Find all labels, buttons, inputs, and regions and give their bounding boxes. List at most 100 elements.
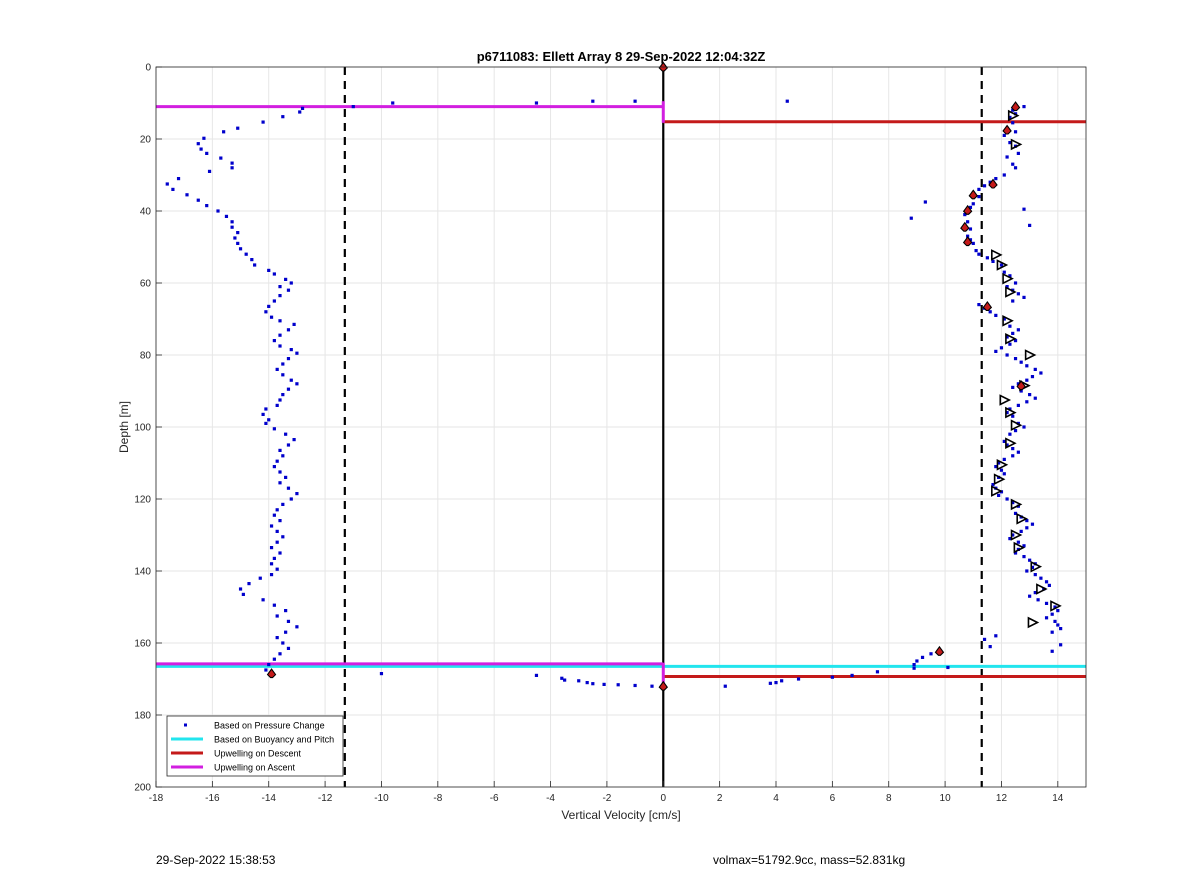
pressure-point-ascent [278, 344, 282, 348]
direction-triangle [1002, 272, 1014, 285]
y-tick-label: 80 [140, 351, 152, 362]
pressure-point-ascent [275, 403, 279, 407]
pressure-point-descent [1005, 443, 1009, 447]
pressure-point-descent [1022, 207, 1026, 211]
pressure-point-descent [1022, 295, 1026, 299]
y-axis-label: Depth [m] [117, 401, 131, 453]
pressure-point-descent [1016, 328, 1020, 332]
pressure-point-descent [1013, 281, 1018, 285]
footer-timestamp: 29-Sep-2022 15:38:53 [156, 853, 276, 867]
pressure-point-ascent [272, 465, 276, 469]
pressure-point-descent [1008, 432, 1012, 436]
pressure-point-ascent [278, 294, 282, 298]
direction-triangle [1002, 315, 1014, 327]
y-tick-label: 140 [134, 567, 151, 578]
x-tick-label: 10 [940, 793, 952, 804]
pressure-point-descent [1005, 335, 1009, 339]
pressure-point-descent [977, 187, 981, 191]
pressure-point-descent [1002, 457, 1006, 461]
pressure-point-descent [1042, 587, 1046, 591]
pressure-point-descent [994, 465, 998, 469]
pressure-point-descent [988, 645, 992, 649]
pressure-point-ascent [284, 277, 288, 281]
pressure-point-descent [1044, 616, 1049, 620]
descent-star-marker [960, 221, 970, 232]
chart-title: p6711083: Ellett Array 8 29-Sep-2022 12:… [477, 49, 766, 64]
pressure-point-ascent [275, 529, 279, 533]
y-tick-label: 40 [140, 207, 152, 218]
pressure-point-descent [977, 303, 981, 307]
pressure-point-descent [988, 180, 992, 184]
legend-label: Upwelling on Ascent [214, 763, 296, 773]
pressure-point-descent [1011, 385, 1015, 389]
pressure-point-descent [1011, 108, 1015, 112]
pressure-point-descent [1011, 299, 1015, 303]
pressure-point-descent [920, 655, 925, 659]
pressure-point-ascent [286, 619, 291, 623]
pressure-point-ascent [295, 492, 299, 496]
pressure-point-ascent [298, 110, 302, 114]
pressure-point-descent [1013, 339, 1018, 343]
pressure-point-ascent [238, 587, 243, 591]
pressure-point-ascent [289, 497, 293, 501]
pressure-point-descent [915, 659, 919, 663]
pressure-point-descent [1033, 396, 1037, 400]
pressure-point-ascent [278, 652, 282, 656]
y-tick-label: 20 [140, 135, 152, 146]
pressure-point-descent [723, 684, 727, 688]
pressure-point-ascent [233, 236, 237, 240]
pressure-point-descent [982, 184, 987, 188]
pressure-point-ascent [272, 513, 276, 517]
x-tick-label: -6 [490, 793, 499, 804]
pressure-point-ascent [272, 556, 276, 560]
pressure-point-ascent [379, 672, 384, 676]
pressure-point-ascent [272, 299, 276, 303]
pressure-point-ascent [269, 573, 274, 577]
pressure-point-descent [1008, 115, 1012, 119]
pressure-point-descent [1002, 133, 1006, 137]
pressure-point-descent [1013, 511, 1018, 515]
pressure-point-descent [1008, 407, 1012, 411]
pressure-point-ascent [165, 182, 169, 186]
pressure-point-descent [997, 493, 1001, 497]
direction-triangle [1010, 419, 1023, 431]
pressure-point-ascent [269, 315, 274, 319]
pressure-point-ascent [253, 263, 257, 267]
pressure-point-ascent [272, 272, 276, 276]
pressure-point-ascent [650, 684, 654, 688]
pressure-point-descent [1019, 529, 1023, 533]
pressure-point-descent [1019, 360, 1023, 364]
pressure-point-ascent [278, 481, 282, 485]
pressure-point-ascent [236, 231, 240, 235]
direction-triangle [1007, 109, 1020, 122]
pressure-point-descent [999, 263, 1004, 267]
pressure-point-ascent [267, 663, 271, 667]
pressure-point-descent [1028, 594, 1032, 598]
x-tick-label: -16 [205, 793, 220, 804]
pressure-point-descent [985, 256, 989, 260]
pressure-point-ascent [264, 668, 268, 672]
pressure-point-descent [1016, 540, 1020, 544]
pressure-point-descent [1022, 105, 1026, 109]
pressure-point-ascent [264, 407, 268, 411]
direction-triangle [1030, 560, 1043, 573]
descent-star-marker [988, 178, 998, 189]
descent-star-marker [934, 645, 945, 656]
pressure-point-ascent [267, 268, 271, 272]
direction-triangle [1010, 138, 1023, 151]
pressure-point-descent [1013, 357, 1018, 361]
pressure-point-descent [999, 468, 1004, 472]
pressure-point-descent [994, 313, 998, 317]
pressure-point-ascent [205, 204, 209, 208]
pressure-point-ascent [258, 576, 262, 580]
pressure-point-ascent [275, 614, 279, 618]
pressure-point-descent [1022, 425, 1026, 429]
pressure-point-descent [1025, 400, 1029, 404]
direction-triangle [996, 459, 1009, 471]
x-tick-label: -8 [433, 793, 442, 804]
direction-triangle [1005, 333, 1017, 345]
pressure-point-ascent [230, 161, 234, 165]
pressure-point-descent [1039, 576, 1043, 580]
pressure-point-ascent [224, 214, 229, 218]
pressure-point-descent [982, 637, 987, 641]
